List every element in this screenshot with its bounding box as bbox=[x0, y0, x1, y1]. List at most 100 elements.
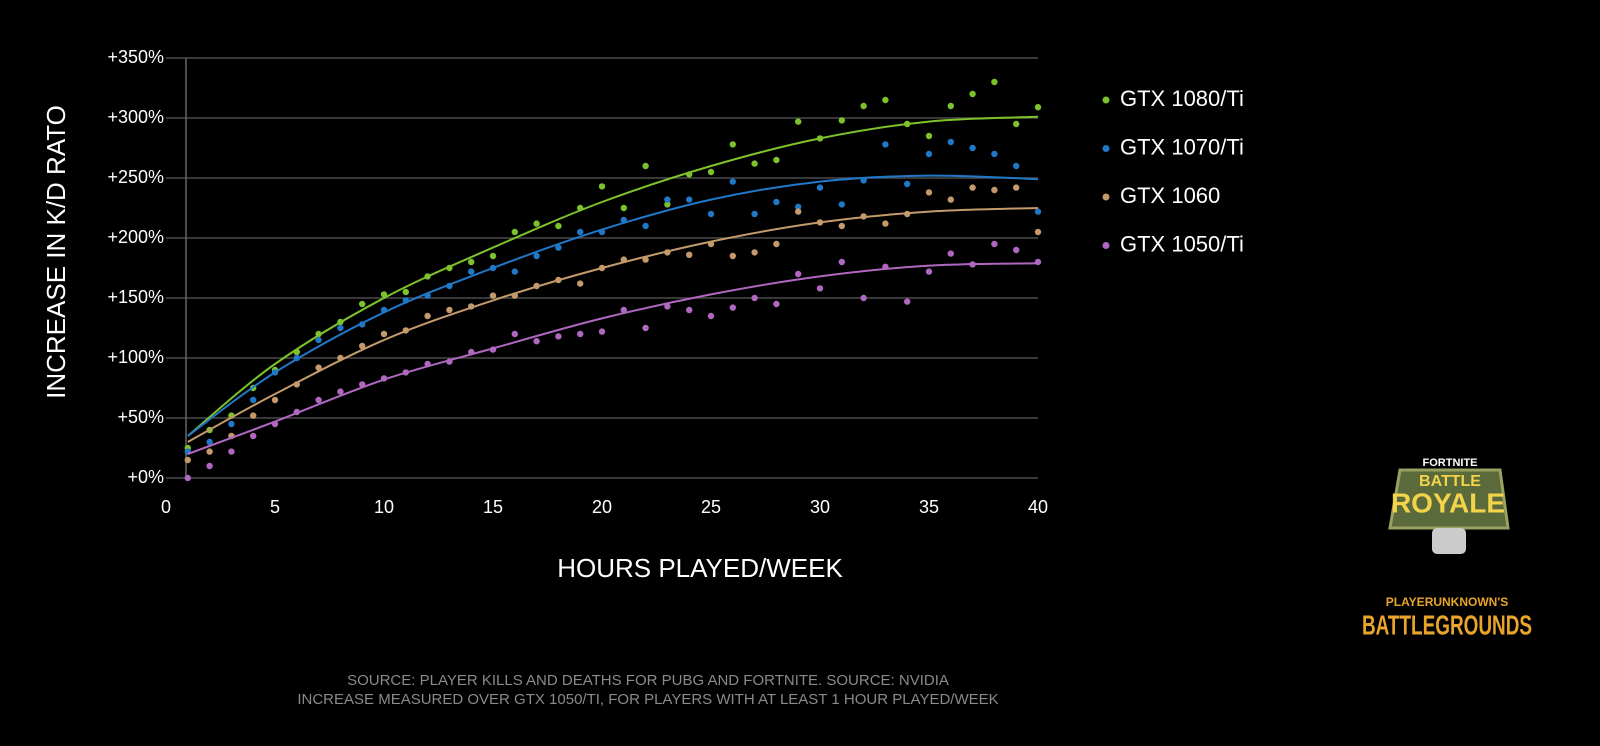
data-point bbox=[838, 201, 845, 208]
data-point bbox=[511, 268, 518, 275]
data-point bbox=[816, 285, 824, 292]
data-point bbox=[598, 183, 606, 190]
data-point bbox=[773, 198, 780, 206]
data-point bbox=[707, 210, 715, 218]
data-point bbox=[642, 324, 649, 332]
data-point bbox=[206, 448, 213, 455]
data-point bbox=[184, 474, 191, 482]
data-point bbox=[860, 294, 867, 302]
data-point bbox=[533, 220, 540, 227]
data-point bbox=[686, 306, 693, 314]
data-point bbox=[489, 292, 497, 299]
data-point bbox=[664, 201, 671, 208]
data-point bbox=[925, 150, 933, 158]
data-point bbox=[991, 78, 998, 86]
x-tick-label: 35 bbox=[919, 497, 939, 517]
data-point bbox=[729, 141, 736, 148]
data-point bbox=[773, 156, 780, 164]
data-point bbox=[642, 162, 649, 170]
data-point bbox=[206, 438, 213, 446]
data-point bbox=[969, 90, 976, 98]
data-point bbox=[816, 184, 824, 191]
data-point bbox=[904, 298, 911, 305]
data-point bbox=[315, 336, 322, 344]
legend-marker bbox=[1102, 96, 1110, 104]
data-point bbox=[991, 240, 998, 248]
trend-line bbox=[187, 207, 1039, 443]
data-point bbox=[250, 412, 257, 419]
data-point bbox=[882, 220, 889, 227]
data-point bbox=[751, 294, 758, 302]
data-point bbox=[751, 249, 758, 256]
data-point bbox=[991, 186, 998, 194]
data-point bbox=[707, 168, 715, 176]
data-point bbox=[664, 196, 671, 203]
data-point bbox=[555, 333, 562, 340]
data-point bbox=[446, 306, 453, 314]
data-point bbox=[511, 330, 518, 338]
x-tick-label: 10 bbox=[374, 497, 394, 517]
data-point bbox=[315, 396, 322, 404]
x-tick-label: 5 bbox=[270, 497, 280, 517]
y-tick-label: +100% bbox=[107, 347, 164, 367]
data-point bbox=[795, 270, 802, 278]
data-point bbox=[533, 338, 540, 345]
data-point bbox=[598, 328, 606, 335]
data-point bbox=[206, 462, 213, 470]
data-point bbox=[838, 117, 845, 124]
data-point bbox=[1034, 104, 1042, 111]
data-point bbox=[184, 456, 191, 464]
source-note: INCREASE MEASURED OVER GTX 1050/TI, FOR … bbox=[297, 691, 998, 708]
data-point bbox=[947, 138, 954, 146]
data-point bbox=[359, 342, 366, 350]
data-point bbox=[380, 330, 388, 338]
data-point bbox=[1013, 184, 1020, 191]
legend-marker bbox=[1102, 193, 1110, 201]
x-tick-label: 0 bbox=[161, 497, 171, 517]
data-point bbox=[925, 268, 933, 275]
logo-shape bbox=[1432, 528, 1466, 554]
data-point bbox=[533, 252, 540, 260]
data-point bbox=[925, 189, 933, 196]
data-point bbox=[577, 280, 584, 287]
data-point bbox=[1013, 246, 1020, 254]
logo-text: PLAYERUNKNOWN'S bbox=[1386, 595, 1508, 609]
data-point bbox=[577, 330, 584, 338]
data-point bbox=[751, 160, 758, 167]
y-tick-label: +350% bbox=[107, 47, 164, 67]
data-point bbox=[729, 178, 736, 185]
data-point bbox=[838, 222, 845, 230]
data-point bbox=[642, 222, 649, 230]
data-point bbox=[228, 448, 235, 455]
data-point bbox=[1013, 162, 1020, 170]
data-point bbox=[882, 141, 889, 148]
trend-line bbox=[187, 115, 1039, 437]
data-point bbox=[925, 132, 933, 140]
data-point bbox=[402, 288, 409, 296]
data-point bbox=[555, 222, 562, 230]
y-axis-title: INCREASE IN K/D RATO bbox=[41, 105, 71, 399]
data-point bbox=[337, 324, 344, 332]
source-note: SOURCE: PLAYER KILLS AND DEATHS FOR PUBG… bbox=[347, 672, 949, 689]
logo-shape bbox=[1388, 468, 1510, 530]
logo-text: BATTLE bbox=[1419, 473, 1481, 490]
legend-label: GTX 1080/Ti bbox=[1120, 86, 1244, 111]
data-point bbox=[380, 291, 388, 298]
legend-marker bbox=[1102, 242, 1110, 249]
data-point bbox=[860, 102, 867, 110]
x-tick-label: 15 bbox=[483, 497, 503, 517]
pubg-logo: PLAYERUNKNOWN'S BATTLEGROUNDS bbox=[1362, 595, 1532, 640]
data-point bbox=[729, 252, 736, 260]
x-tick-label: 25 bbox=[701, 497, 721, 517]
data-point bbox=[315, 364, 322, 371]
data-point bbox=[337, 388, 344, 395]
data-point bbox=[250, 396, 257, 404]
data-point bbox=[555, 244, 562, 251]
data-point bbox=[577, 228, 584, 236]
data-point bbox=[707, 312, 715, 320]
y-tick-label: +150% bbox=[107, 287, 164, 307]
y-tick-label: +50% bbox=[117, 407, 164, 427]
data-point bbox=[795, 118, 802, 125]
data-point bbox=[271, 396, 279, 404]
data-point bbox=[773, 300, 780, 308]
